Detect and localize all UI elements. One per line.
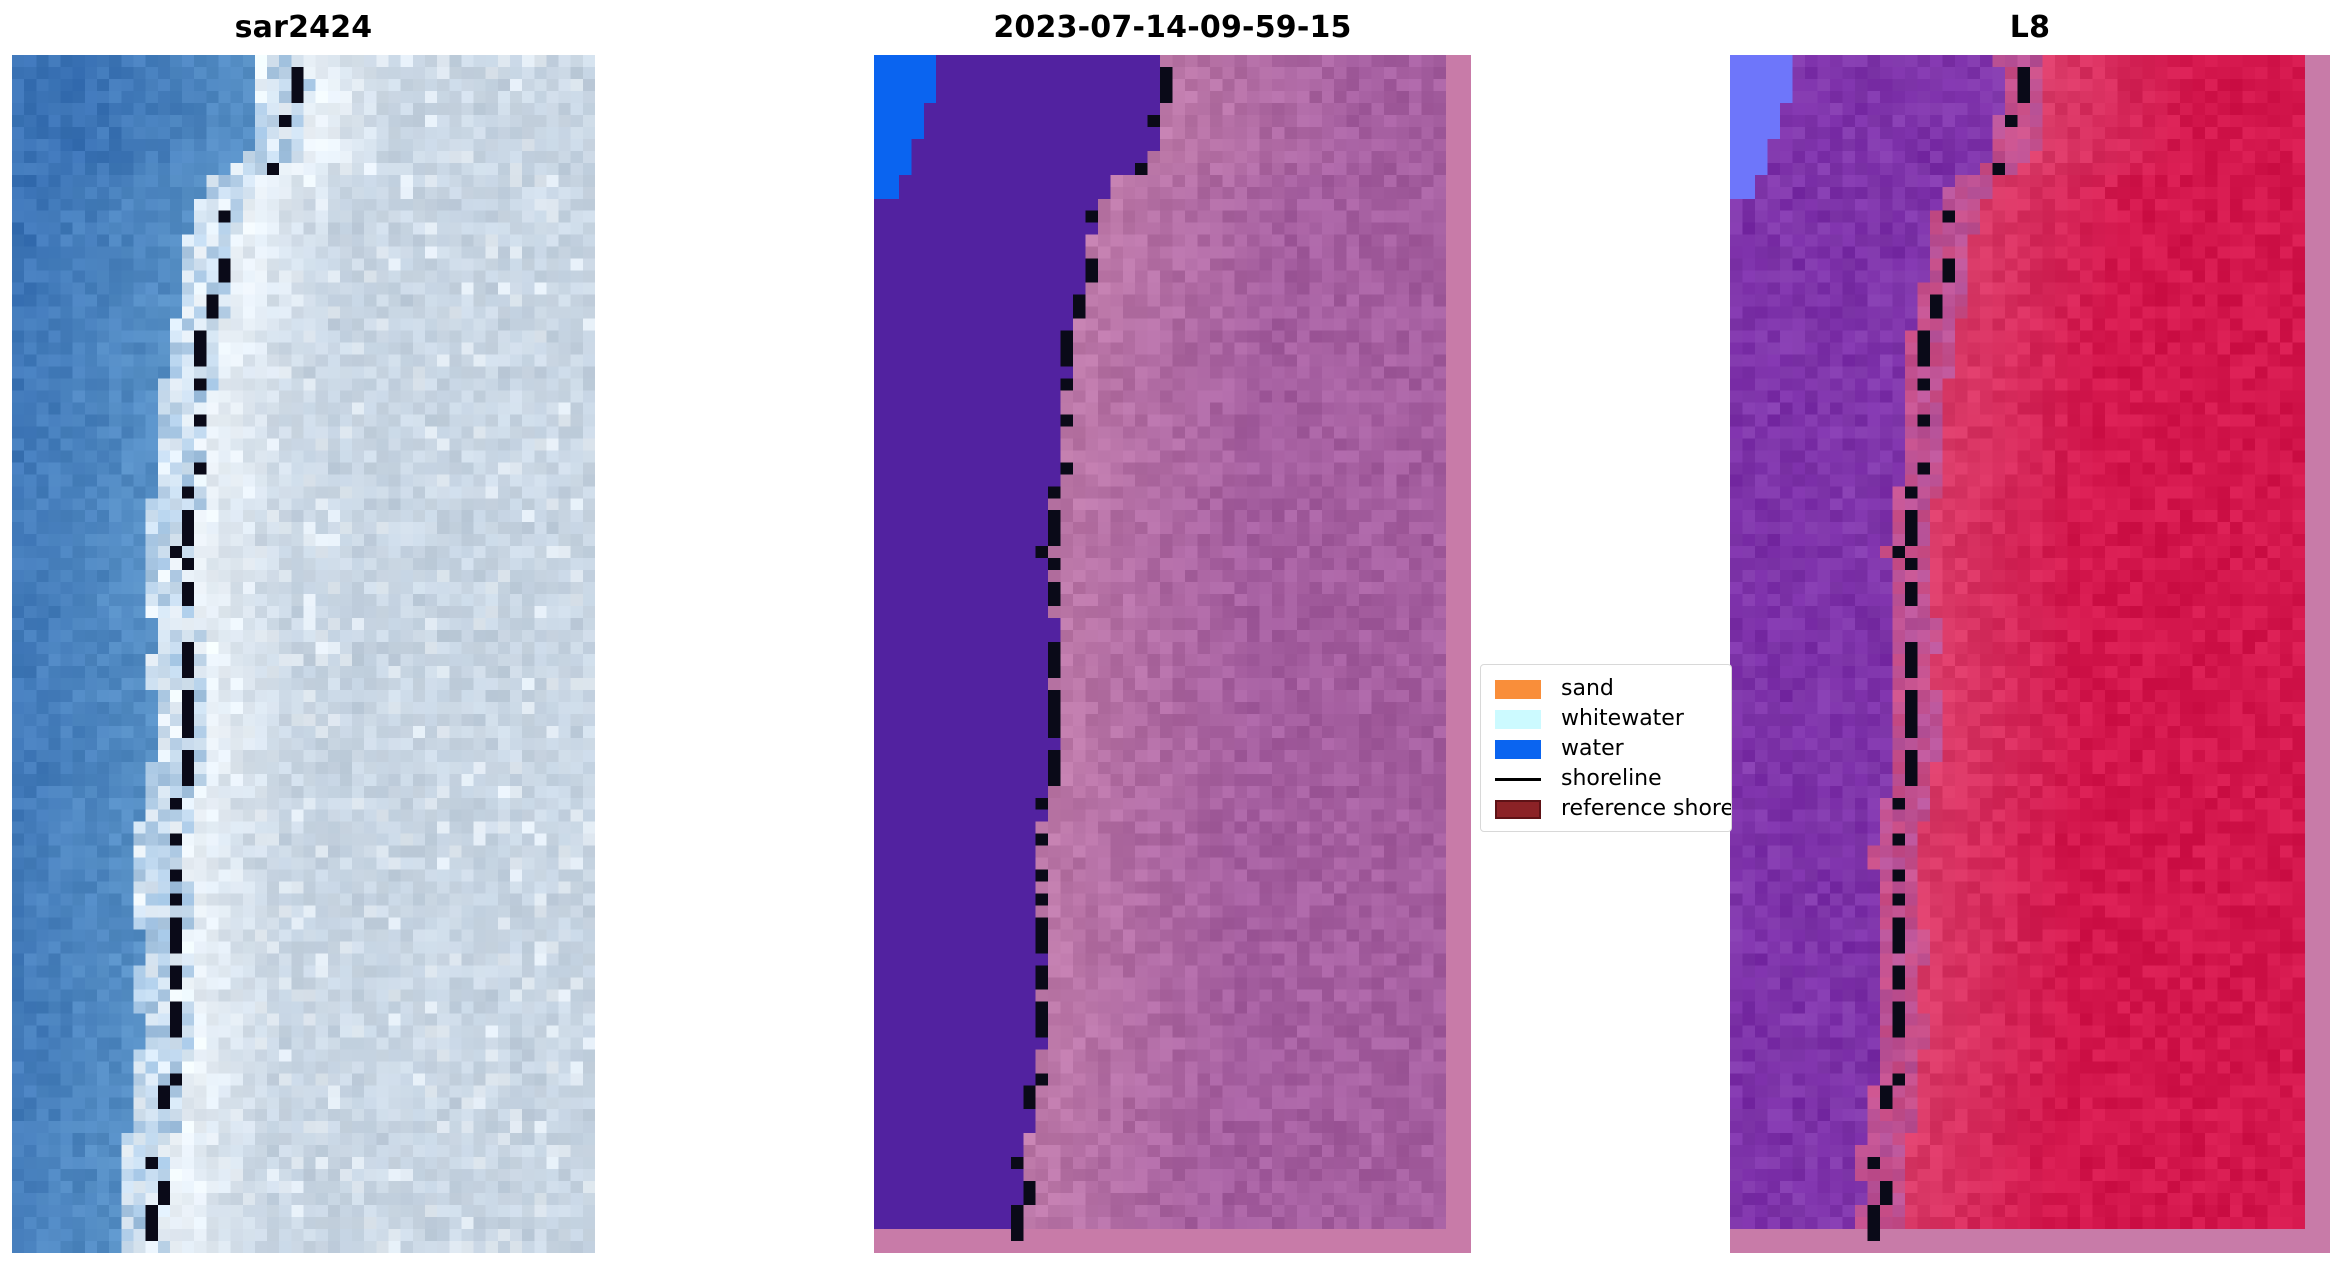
legend-label-whitewater: whitewater [1561, 706, 1684, 731]
panel-classification-mask[interactable] [874, 55, 1471, 1253]
shoreline-line-icon [1495, 777, 1541, 781]
sar-image [12, 55, 595, 1253]
panel-l8[interactable] [1730, 55, 2330, 1253]
sar-raster [12, 55, 595, 1253]
panel-title-timestamp: 2023-07-14-09-59-15 [993, 10, 1352, 45]
l8-image [1730, 55, 2330, 1253]
mask-image [874, 55, 1471, 1253]
legend-label-shoreline: shoreline [1561, 766, 1662, 791]
legend[interactable]: sand whitewater water shoreline referenc… [1480, 664, 1732, 832]
water-swatch-icon [1495, 739, 1541, 759]
panel-sar2424[interactable] [12, 55, 595, 1253]
legend-item-whitewater[interactable]: whitewater [1481, 704, 1731, 734]
mask-raster [874, 55, 1471, 1253]
legend-item-shoreline[interactable]: shoreline [1481, 764, 1731, 794]
legend-item-sand[interactable]: sand [1481, 674, 1731, 704]
legend-label-reference-shoreline: reference shoreline [1561, 796, 1731, 821]
sand-swatch-icon [1495, 679, 1541, 699]
legend-label-sand: sand [1561, 676, 1614, 701]
reference-shoreline-swatch-icon [1495, 799, 1541, 819]
l8-raster [1730, 55, 2330, 1253]
whitewater-swatch-icon [1495, 709, 1541, 729]
legend-item-reference-shoreline[interactable]: reference shoreline [1481, 794, 1731, 824]
legend-item-water[interactable]: water [1481, 734, 1731, 764]
panel-title-l8: L8 [2009, 10, 2051, 45]
legend-label-water: water [1561, 736, 1624, 761]
panel-title-sar: sar2424 [234, 10, 373, 45]
